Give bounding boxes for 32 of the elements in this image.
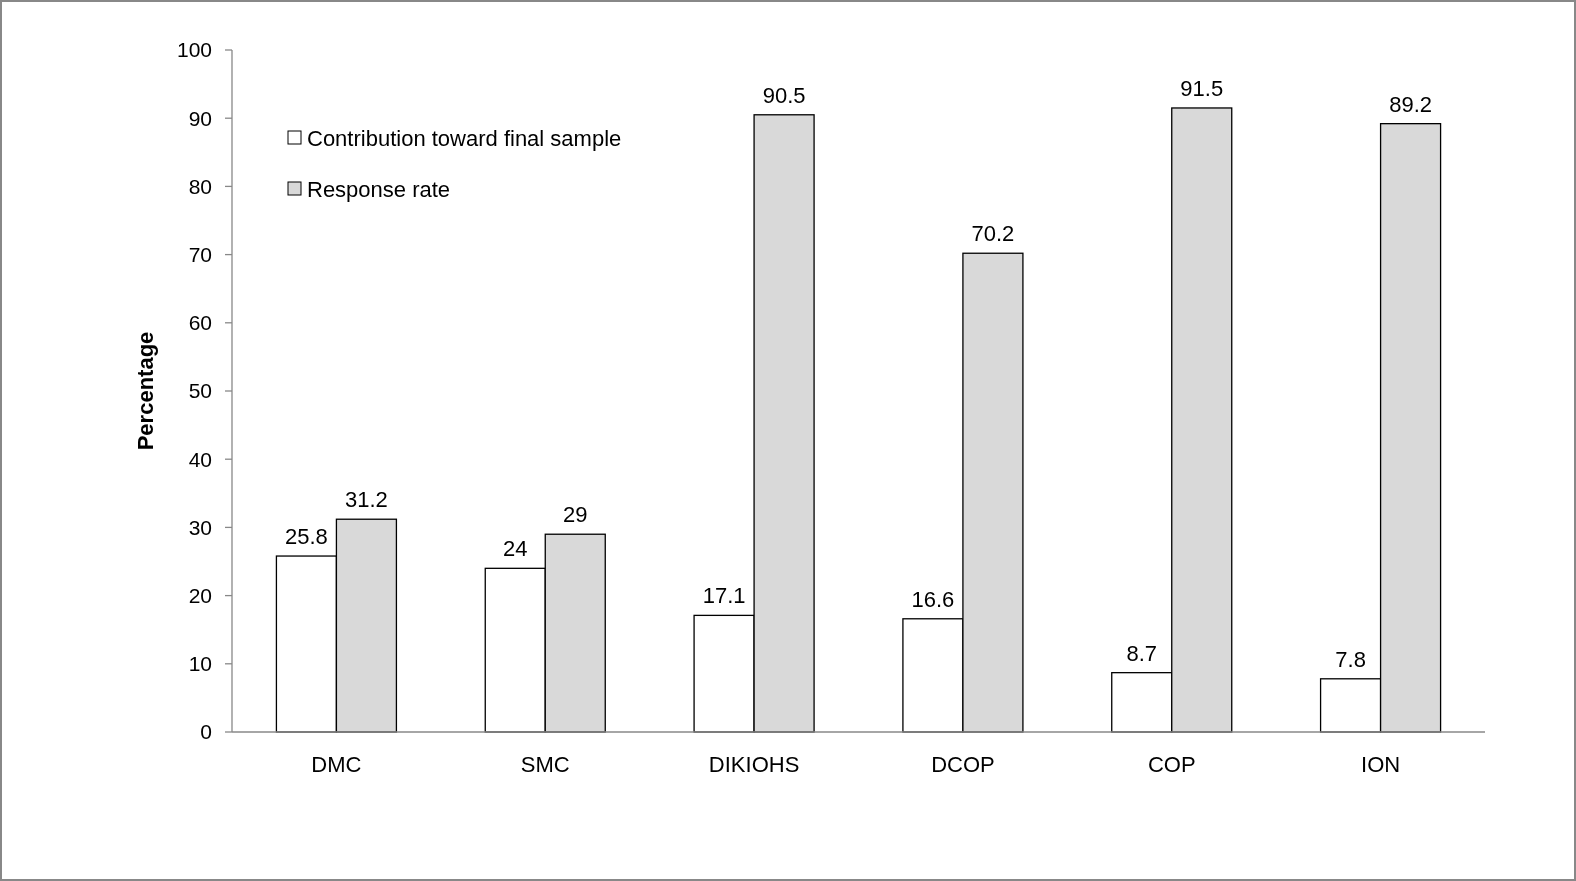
data-label: 91.5 xyxy=(1180,75,1224,101)
y-tick-label: 80 xyxy=(188,174,212,198)
data-label: 8.7 xyxy=(1126,640,1158,666)
y-tick-label: 70 xyxy=(188,242,212,266)
x-tick-label: DCOP xyxy=(931,752,995,777)
y-tick-label: 100 xyxy=(176,38,212,62)
x-tick-label: ION xyxy=(1361,752,1401,777)
data-label: 25.8 xyxy=(285,524,328,550)
legend-label: Response rate xyxy=(307,176,451,202)
data-label: 16.6 xyxy=(911,586,955,612)
legend-label: Contribution toward final sample xyxy=(307,125,622,151)
data-label: 31.2 xyxy=(345,487,388,513)
data-label: 89.2 xyxy=(1389,91,1432,117)
x-tick-label: COP xyxy=(1147,752,1196,777)
y-tick-label: 50 xyxy=(188,379,212,403)
y-tick-label: 10 xyxy=(188,652,212,676)
x-tick-label: DMC xyxy=(311,752,362,777)
x-tick-label: SMC xyxy=(520,752,570,777)
y-tick-label: 0 xyxy=(200,720,212,744)
y-tick-label: 30 xyxy=(188,515,212,539)
y-tick-label: 40 xyxy=(188,447,212,471)
y-tick-label: 60 xyxy=(188,311,212,335)
data-label: 90.5 xyxy=(762,82,806,108)
x-tick-label: DIKIOHS xyxy=(708,752,800,777)
data-label: 24 xyxy=(503,536,528,562)
data-label: 70.2 xyxy=(971,221,1015,247)
data-label: 29 xyxy=(563,502,588,528)
data-label: 17.1 xyxy=(702,583,746,609)
y-axis-title: Percentage xyxy=(133,331,158,451)
y-tick-label: 20 xyxy=(188,583,212,607)
data-label: 7.8 xyxy=(1335,646,1366,672)
y-tick-label: 90 xyxy=(188,106,212,130)
